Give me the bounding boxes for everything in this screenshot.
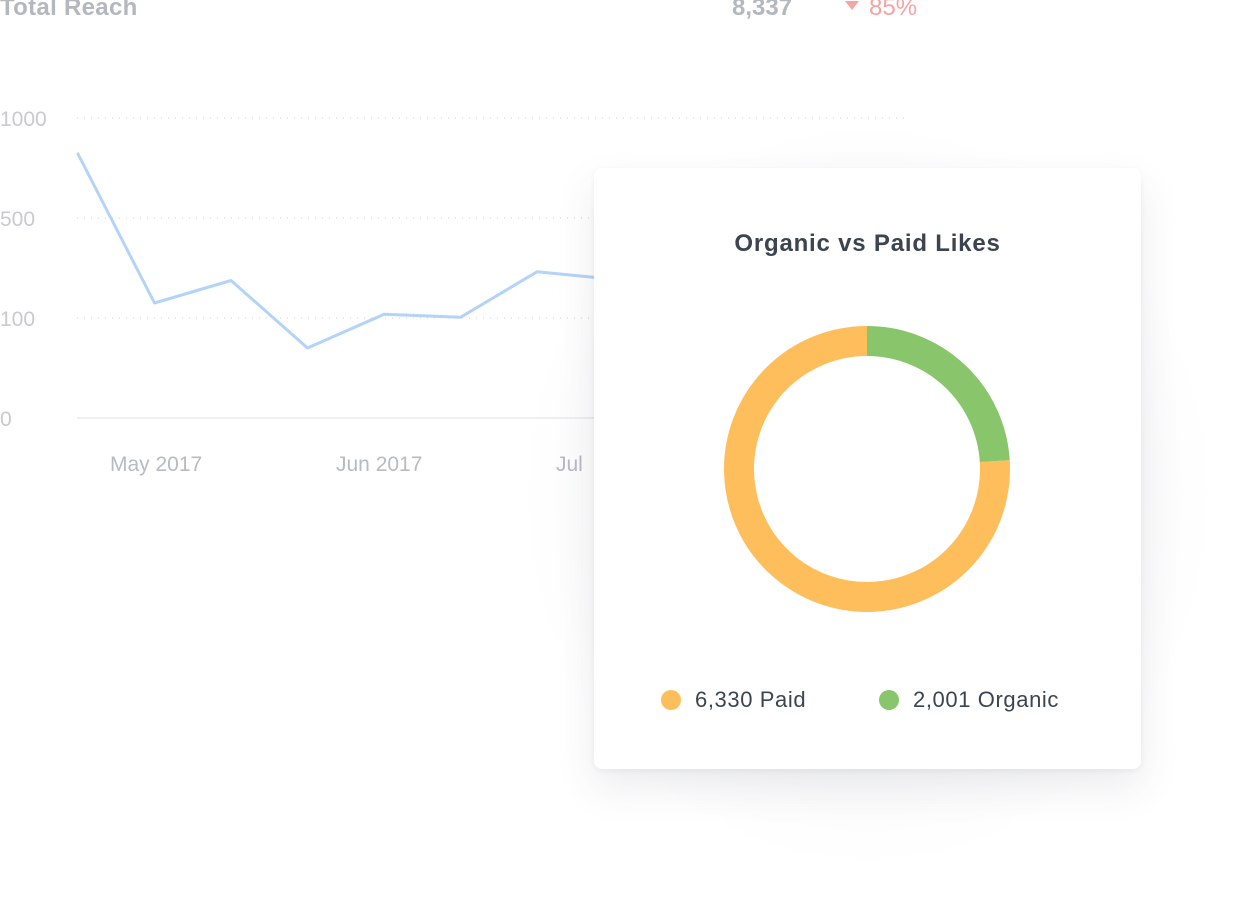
total-reach-change: 85% (845, 0, 917, 22)
legend-item-paid: 6,330 Paid (661, 685, 806, 715)
total-reach-title: Total Reach (0, 0, 138, 21)
donut-slice-organic (866, 326, 1010, 463)
total-reach-value: 8,337 (732, 0, 793, 21)
y-tick-label: 1000 (0, 108, 47, 131)
x-tick-label: Jun 2017 (336, 453, 422, 476)
organic-vs-paid-card: Organic vs Paid Likes 6,330 Paid 2,001 O… (594, 168, 1141, 769)
x-tick-label: Jul (556, 453, 583, 476)
organic-legend-dot (879, 690, 899, 710)
legend-item-organic: 2,001 Organic (879, 685, 1059, 715)
reach-series-line (76, 152, 615, 350)
y-tick-label: 0 (0, 408, 12, 431)
donut-slice-paid (724, 326, 1010, 612)
donut-title: Organic vs Paid Likes (734, 230, 1001, 257)
y-tick-label: 100 (0, 308, 35, 331)
paid-legend-dot (661, 690, 681, 710)
organic-paid-donut-chart (724, 326, 1010, 612)
legend-label-organic: 2,001 Organic (913, 687, 1059, 712)
total-reach-change-label: 85% (869, 0, 918, 21)
y-tick-label: 500 (0, 208, 35, 231)
legend-label-paid: 6,330 Paid (695, 687, 807, 712)
x-tick-label: May 2017 (110, 453, 202, 476)
trend-down-icon (845, 1, 859, 11)
